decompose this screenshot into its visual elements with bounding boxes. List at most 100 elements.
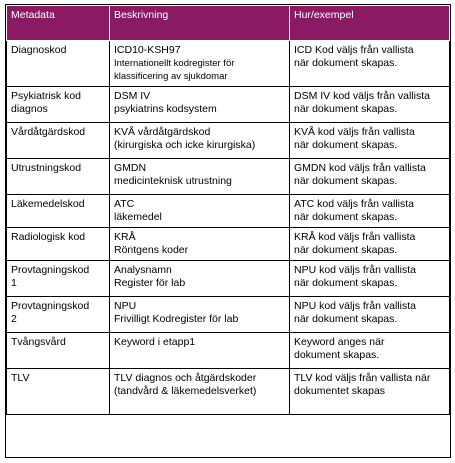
table-row: Radiologisk kod KRÅ Röntgens koder KRÅ kod … xyxy=(6,227,450,261)
table-row: TLV TLV diagnos och åtgärdskoder (tandvård… xyxy=(6,368,450,415)
cell-beskrivning-line: TLV diagnos och åtgärdskoder xyxy=(114,372,257,384)
cell-beskrivning-line: klassificering av sjukdomar xyxy=(114,71,228,82)
cell-hur-exempel-line: när dokument skapas. xyxy=(294,277,398,289)
cell-hur-exempel-line: KVÅ kod väljs från vallista xyxy=(294,126,415,138)
cell-metadata-line: Provtagningskod xyxy=(11,300,90,312)
cell-hur-exempel-line: DSM IV kod väljs från vallista xyxy=(294,90,430,102)
cell-hur-exempel-line: ATC kod väljs från vallista xyxy=(294,198,415,210)
cell-beskrivning-line: Analysnamn xyxy=(114,264,172,276)
table-row: Läkemedelskod ATC läkemedel ATC kod väljs f… xyxy=(6,194,450,228)
cell-metadata: Diagnoskod xyxy=(6,40,110,87)
cell-beskrivning: TLV diagnos och åtgärdskoder (tandvård & … xyxy=(109,368,290,415)
cell-metadata: Provtagningskod 1 xyxy=(6,260,110,297)
header-metadata: Metadata xyxy=(6,5,110,41)
cell-hur-exempel-line: när dokument skapas. xyxy=(294,244,398,256)
cell-beskrivning-line: medicinteknisk utrustning xyxy=(114,175,232,187)
cell-metadata-line: Tvångsvård xyxy=(11,336,66,348)
metadata-table-container: Metadata Beskrivning Hur/exempel Diagnos… xyxy=(5,4,451,458)
cell-metadata: Läkemedelskod xyxy=(6,194,110,228)
cell-beskrivning-line: läkemedel xyxy=(114,211,162,223)
cell-beskrivning: Keyword i etapp1 xyxy=(109,332,290,369)
cell-metadata-line: Radiologisk kod xyxy=(11,231,86,243)
cell-hur-exempel-line: när dokument skapas. xyxy=(294,175,398,187)
header-beskrivning: Beskrivning xyxy=(109,5,290,41)
cell-metadata-line: Vårdåtgärdskod xyxy=(11,126,86,138)
cell-hur-exempel: KRÅ kod väljs från vallista när dokument … xyxy=(289,227,450,261)
cell-beskrivning-line: ICD10-KSH97 xyxy=(114,44,181,56)
cell-hur-exempel: DSM IV kod väljs från vallista när dokume… xyxy=(289,86,450,123)
cell-beskrivning-line: Internationellt kodregister för xyxy=(114,58,235,69)
cell-hur-exempel-line: när dokument skapas. xyxy=(294,313,398,325)
cell-metadata-line: diagnos xyxy=(11,103,48,115)
cell-metadata: Utrustningskod xyxy=(6,158,110,195)
cell-beskrivning-line: psykiatrins kodsystem xyxy=(114,103,217,115)
cell-hur-exempel: GMDN kod väljs från vallista när dokument… xyxy=(289,158,450,195)
cell-hur-exempel-line: dokumentet skapas xyxy=(294,385,386,397)
cell-metadata: Tvångsvård xyxy=(6,332,110,369)
cell-hur-exempel-line: TLV kod väljs från vallista när xyxy=(294,372,431,384)
cell-beskrivning: NPU Frivilligt Kodregister för lab xyxy=(109,296,290,333)
table-row: Utrustningskod GMDN medicinteknisk utrustn… xyxy=(6,158,450,195)
cell-beskrivning-line: ATC xyxy=(114,198,135,210)
cell-beskrivning-line: KVÅ vårdåtgärdskod xyxy=(114,126,211,138)
cell-beskrivning: Analysnamn Register för lab xyxy=(109,260,290,297)
cell-hur-exempel-line: när dokument skapas. xyxy=(294,103,398,115)
cell-metadata: Psykiatrisk kod diagnos xyxy=(6,86,110,123)
cell-beskrivning: KRÅ Röntgens koder xyxy=(109,227,290,261)
cell-metadata: TLV xyxy=(6,368,110,415)
cell-beskrivning-line: DSM IV xyxy=(114,90,151,102)
cell-beskrivning: GMDN medicinteknisk utrustning xyxy=(109,158,290,195)
table-row: Psykiatrisk kod diagnos DSM IV psykiatrins … xyxy=(6,86,450,123)
cell-hur-exempel-line: när dokument skapas. xyxy=(294,211,398,223)
cell-hur-exempel: ICD Kod väljs från vallista när dokument … xyxy=(289,40,450,87)
table-row: Provtagningskod 1 Analysnamn Register för l… xyxy=(6,260,450,297)
cell-beskrivning-line: Frivilligt Kodregister för lab xyxy=(114,313,239,325)
cell-beskrivning-line: Register för lab xyxy=(114,277,186,289)
cell-beskrivning-line: GMDN xyxy=(114,162,147,174)
table-row: Tvångsvård Keyword i etapp1 Keyword anges … xyxy=(6,332,450,369)
cell-beskrivning-line: KRÅ xyxy=(114,231,136,243)
cell-metadata-line: Diagnoskod xyxy=(11,44,67,56)
cell-metadata-line: 1 xyxy=(11,277,17,289)
cell-hur-exempel: NPU kod väljs från vallista när dokument … xyxy=(289,296,450,333)
cell-hur-exempel: ATC kod väljs från vallista när dokument … xyxy=(289,194,450,228)
table-row: Diagnoskod ICD10-KSH97 Internationellt kod… xyxy=(6,40,450,87)
cell-beskrivning-line: Keyword i etapp1 xyxy=(114,336,196,348)
cell-metadata-line: 2 xyxy=(11,313,17,325)
cell-metadata-line: Utrustningskod xyxy=(11,162,82,174)
cell-hur-exempel: Keyword anges när dokument skapas. xyxy=(289,332,450,369)
table-row: Vårdåtgärdskod KVÅ vårdåtgärdskod (kirurgi… xyxy=(6,122,450,159)
cell-hur-exempel-line: när dokument skapas. xyxy=(294,139,398,151)
cell-hur-exempel-line: dokument skapas. xyxy=(294,349,380,361)
metadata-table: Metadata Beskrivning Hur/exempel Diagnos… xyxy=(6,5,450,415)
cell-beskrivning: KVÅ vårdåtgärdskod (kirurgiska och icke k… xyxy=(109,122,290,159)
cell-metadata: Vårdåtgärdskod xyxy=(6,122,110,159)
cell-hur-exempel: KVÅ kod väljs från vallista när dokument … xyxy=(289,122,450,159)
cell-metadata: Radiologisk kod xyxy=(6,227,110,261)
header-hur-exempel: Hur/exempel xyxy=(289,5,450,41)
cell-hur-exempel-line: när dokument skapas. xyxy=(294,57,398,69)
cell-hur-exempel-line: Keyword anges när xyxy=(294,336,385,348)
cell-beskrivning: ICD10-KSH97 Internationellt kodregister f… xyxy=(109,40,290,87)
cell-hur-exempel-line: NPU kod väljs från vallista xyxy=(294,300,416,312)
table-header-row: Metadata Beskrivning Hur/exempel xyxy=(6,5,450,41)
cell-metadata-line: TLV xyxy=(11,372,30,384)
cell-metadata-line: Psykiatrisk kod xyxy=(11,90,82,102)
cell-beskrivning-line: Röntgens koder xyxy=(114,244,189,256)
cell-beskrivning: ATC läkemedel xyxy=(109,194,290,228)
cell-hur-exempel-line: NPU kod väljs från vallista xyxy=(294,264,416,276)
cell-metadata-line: Läkemedelskod xyxy=(11,198,85,210)
cell-hur-exempel: NPU kod väljs från vallista när dokument … xyxy=(289,260,450,297)
table-row: Provtagningskod 2 NPU Frivilligt Kodregiste… xyxy=(6,296,450,333)
cell-beskrivning-line: NPU xyxy=(114,300,137,312)
cell-beskrivning-line: (tandvård & läkemedelsverket) xyxy=(114,385,257,397)
table-body: Diagnoskod ICD10-KSH97 Internationellt kod… xyxy=(6,40,450,415)
cell-beskrivning-line: (kirurgiska och icke kirurgiska) xyxy=(114,139,256,151)
cell-hur-exempel-line: KRÅ kod väljs från vallista xyxy=(294,231,416,243)
cell-metadata-line: Provtagningskod xyxy=(11,264,90,276)
cell-beskrivning: DSM IV psykiatrins kodsystem xyxy=(109,86,290,123)
cell-hur-exempel-line: ICD Kod väljs från vallista xyxy=(294,44,414,56)
cell-hur-exempel-line: GMDN kod väljs från vallista xyxy=(294,162,426,174)
cell-hur-exempel: TLV kod väljs från vallista när dokumente… xyxy=(289,368,450,415)
cell-metadata: Provtagningskod 2 xyxy=(6,296,110,333)
